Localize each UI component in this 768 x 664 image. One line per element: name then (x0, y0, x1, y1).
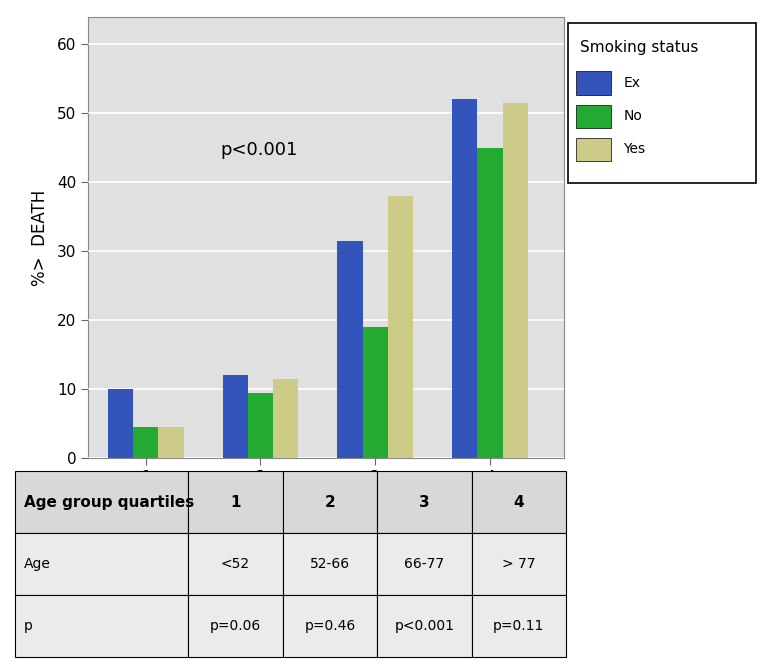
Bar (576, 71, 611, 94)
Bar (472, 471, 566, 533)
Bar (188, 533, 283, 596)
Bar (273, 379, 298, 458)
Bar (283, 471, 377, 533)
Bar (477, 147, 502, 458)
Bar (188, 596, 283, 657)
Bar (472, 596, 566, 657)
Bar (158, 427, 184, 458)
Bar (377, 471, 472, 533)
Bar (188, 471, 283, 533)
Text: 52-66: 52-66 (310, 557, 350, 572)
Bar (15, 471, 188, 533)
Y-axis label: %>  DEATH: %> DEATH (31, 189, 49, 286)
Bar (377, 596, 472, 657)
Bar (108, 389, 133, 458)
Bar (15, 596, 188, 657)
Text: No: No (623, 109, 642, 124)
Text: p: p (24, 620, 32, 633)
Text: Smoking status: Smoking status (580, 40, 699, 55)
Text: p=0.11: p=0.11 (493, 620, 545, 633)
Bar (283, 596, 377, 657)
Bar (502, 103, 528, 458)
Bar (337, 241, 362, 458)
Bar (283, 533, 377, 596)
Text: Age group quartiles: Age group quartiles (24, 495, 194, 510)
Bar (223, 375, 248, 458)
Text: 1: 1 (230, 495, 241, 510)
FancyBboxPatch shape (568, 23, 756, 183)
Bar (388, 196, 413, 458)
Bar (472, 533, 566, 596)
Bar (576, 138, 611, 161)
Bar (576, 104, 611, 127)
Text: Age: Age (24, 557, 51, 572)
Bar (15, 533, 188, 596)
Text: Yes: Yes (623, 142, 645, 157)
Text: 4: 4 (514, 495, 525, 510)
Bar (452, 100, 477, 458)
Text: Ex: Ex (623, 76, 641, 90)
Text: 2: 2 (325, 495, 336, 510)
Text: > 77: > 77 (502, 557, 535, 572)
Bar (377, 533, 472, 596)
Text: 3: 3 (419, 495, 430, 510)
Text: <52: <52 (221, 557, 250, 572)
Text: p=0.46: p=0.46 (304, 620, 356, 633)
Text: p<0.001: p<0.001 (220, 141, 298, 159)
Bar (362, 327, 388, 458)
Text: p=0.06: p=0.06 (210, 620, 261, 633)
Text: p<0.001: p<0.001 (395, 620, 455, 633)
Text: 66-77: 66-77 (405, 557, 445, 572)
Bar (133, 427, 158, 458)
Bar (248, 392, 273, 458)
